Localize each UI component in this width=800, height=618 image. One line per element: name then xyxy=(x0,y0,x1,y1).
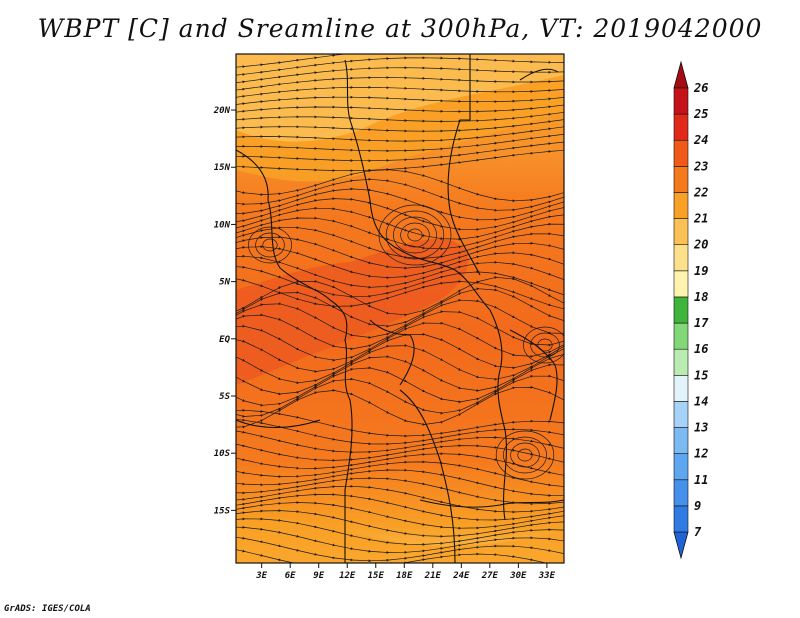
colorbar-label: 25 xyxy=(693,107,708,121)
colorbar-label: 14 xyxy=(694,394,708,408)
circulation xyxy=(523,326,564,364)
colorbar-swatch xyxy=(673,348,689,376)
y-tick-label: EQ xyxy=(219,335,230,345)
x-tick-label: 6E xyxy=(285,571,296,581)
x-tick-label: 30E xyxy=(509,571,527,581)
circulation xyxy=(393,216,437,254)
colorbar-label: 7 xyxy=(694,525,702,539)
y-tick-label: 20N xyxy=(213,106,231,116)
streamlines xyxy=(236,54,564,563)
colorbar-label: 24 xyxy=(693,133,708,147)
colorbar-label: 15 xyxy=(694,368,708,382)
colorbar-label: 26 xyxy=(693,81,708,95)
circulation xyxy=(248,226,292,264)
colorbar-label: 22 xyxy=(693,185,708,199)
y-tick-label: 10N xyxy=(214,220,231,230)
colorbar-swatch xyxy=(673,87,689,115)
circulation xyxy=(537,338,553,352)
circulation xyxy=(378,204,452,266)
colorbar-swatch xyxy=(673,427,689,454)
streamline xyxy=(236,95,564,106)
colorbar-swatch xyxy=(673,113,689,141)
y-tick-label: 5S xyxy=(219,392,230,402)
colorbar-label: 21 xyxy=(693,212,708,226)
chart-title: WBPT [C] and Sreamline at 300hPa, VT: 20… xyxy=(37,14,763,43)
colorbar-swatch xyxy=(673,218,689,246)
colorbar-swatch xyxy=(673,479,689,507)
circulation xyxy=(400,222,430,248)
colorbar-label: 11 xyxy=(694,473,708,487)
streamline xyxy=(236,111,564,123)
circulation xyxy=(510,442,540,468)
circulation xyxy=(503,436,547,474)
y-tick-label: 15N xyxy=(214,163,231,173)
colorbar-label: 9 xyxy=(694,499,701,513)
circulation xyxy=(262,238,278,252)
circulation xyxy=(407,228,423,242)
colorbar-swatch xyxy=(673,270,689,298)
colorbar-label: 17 xyxy=(694,316,709,330)
colorbar-label: 23 xyxy=(693,159,708,173)
x-axis: 3E 6E 9E 12E 15E 18E 21E 24E 27E 30E 33E xyxy=(255,563,556,581)
colorbar-swatch xyxy=(673,139,689,167)
streamline xyxy=(236,76,564,91)
colorbar-swatch xyxy=(673,401,689,428)
colorbar-label: 18 xyxy=(694,290,708,304)
colorbar-swatch xyxy=(673,322,689,350)
x-tick-label: 12E xyxy=(339,571,356,581)
colorbar-extend-max xyxy=(673,60,689,89)
country-borders xyxy=(236,54,564,563)
streamline xyxy=(236,549,552,563)
colorbar-label: 19 xyxy=(694,264,708,278)
map-area xyxy=(236,54,564,563)
colorbar-label: 12 xyxy=(694,447,708,461)
colorbar-swatch xyxy=(673,505,689,533)
x-tick-label: 27E xyxy=(481,571,499,581)
plot-frame xyxy=(235,53,565,564)
x-tick-label: 24E xyxy=(452,571,470,581)
x-tick-label: 9E xyxy=(313,571,324,581)
y-axis: 20N 15N 10N 5N EQ 5S 10S 15S xyxy=(213,106,236,516)
colorbar-label: 20 xyxy=(693,238,708,252)
colorbar-swatch xyxy=(673,453,689,481)
x-tick-label: 18E xyxy=(396,571,413,581)
colorbar-label: 13 xyxy=(694,421,708,435)
colorbar-swatch xyxy=(673,296,689,324)
colorbar: 7 9 11 12 13 14 15 16 17 18 19 20 21 22 23 24 25 26 xyxy=(673,60,709,560)
x-tick-label: 15E xyxy=(368,571,385,581)
colorbar-swatch xyxy=(673,166,689,193)
colorbar-extend-min xyxy=(673,531,689,560)
x-tick-label: 21E xyxy=(424,571,442,581)
x-tick-label: 33E xyxy=(538,571,556,581)
grads-credit: GrADS: IGES/COLA xyxy=(4,604,91,614)
y-tick-label: 10S xyxy=(214,449,231,459)
y-tick-label: 5N xyxy=(219,278,230,288)
colorbar-swatch xyxy=(673,374,689,402)
colorbar-swatch xyxy=(673,192,689,219)
circulation xyxy=(517,448,533,462)
colorbar-swatch xyxy=(673,244,689,272)
circulation xyxy=(530,332,560,358)
streamline xyxy=(236,104,564,113)
colorbar-label: 16 xyxy=(694,342,708,356)
circulation xyxy=(385,210,445,260)
x-tick-label: 3E xyxy=(255,571,267,581)
circulation xyxy=(495,430,555,480)
streamline xyxy=(236,85,564,98)
circulation xyxy=(255,232,285,258)
y-tick-label: 15S xyxy=(214,506,231,516)
